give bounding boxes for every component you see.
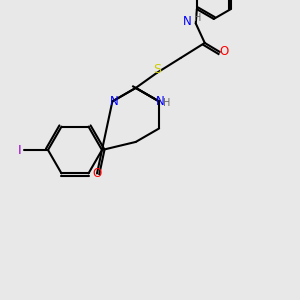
Text: S: S <box>153 63 161 76</box>
Text: H: H <box>194 13 202 23</box>
Text: N: N <box>156 95 165 108</box>
Text: O: O <box>220 45 229 58</box>
Text: I: I <box>18 143 21 157</box>
Text: O: O <box>92 167 102 180</box>
Text: N: N <box>183 15 192 28</box>
Text: H: H <box>163 98 170 108</box>
Text: N: N <box>110 95 118 108</box>
